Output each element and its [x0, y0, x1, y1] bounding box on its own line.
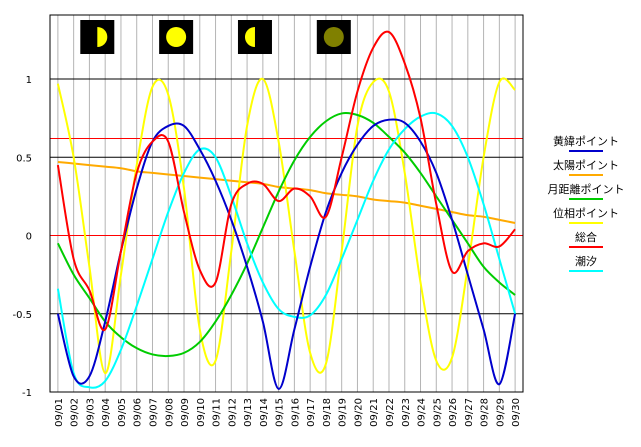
series-line: [56, 111, 517, 389]
x-tick-label: 09/28: [480, 398, 491, 427]
legend-label: 総合: [575, 230, 597, 244]
series-line: [56, 118, 517, 390]
x-tick-label: 09/27: [464, 398, 475, 427]
x-tick-label: 09/14: [259, 398, 270, 427]
x-tick-label: 09/29: [495, 398, 506, 427]
x-tick-label: 09/16: [290, 398, 301, 427]
x-tick-label: 09/03: [85, 398, 96, 427]
y-tick-label: -0.5: [12, 310, 32, 321]
half-moon-icon: [97, 27, 108, 47]
y-tick-label: 1: [26, 75, 32, 86]
x-tick-label: 09/20: [353, 398, 364, 427]
x-tick-label: 09/24: [417, 398, 428, 427]
x-tick-label: 09/11: [212, 398, 223, 427]
x-tick-label: 09/07: [148, 398, 159, 427]
legend-label: 太陽ポイント: [553, 159, 619, 172]
moon-phase-box: [237, 20, 272, 54]
x-tick-label: 09/21: [369, 398, 380, 427]
x-tick-label: 09/26: [448, 398, 459, 427]
y-tick-label: -1: [22, 388, 32, 399]
x-tick-label: 09/18: [322, 398, 333, 427]
full-moon-icon: [166, 27, 187, 47]
x-tick-label: 09/13: [243, 398, 254, 427]
new-moon-icon: [323, 27, 344, 47]
x-tick-label: 09/09: [180, 398, 191, 427]
x-tick-label: 09/23: [401, 398, 412, 427]
plot-frame: [49, 14, 524, 393]
x-tick-label: 09/22: [385, 398, 396, 427]
x-tick-label: 09/04: [101, 398, 112, 427]
x-tick-label: 09/05: [117, 398, 128, 427]
legend-label: 黄緯ポイント: [553, 134, 619, 148]
legend-label: 位相ポイント: [553, 206, 619, 220]
x-tick-label: 09/30: [511, 398, 522, 427]
legend-label: 潮汐: [575, 254, 597, 268]
x-tick-label: 09/12: [227, 398, 238, 427]
x-tick-label: 09/19: [338, 398, 349, 427]
x-tick-label: 09/17: [306, 398, 317, 427]
series-line: [56, 30, 516, 332]
x-tick-label: 09/06: [133, 398, 144, 427]
x-tick-label: 09/01: [54, 398, 65, 427]
x-tick-label: 09/15: [275, 398, 286, 427]
series-line: [56, 112, 516, 358]
x-tick-label: 09/10: [196, 398, 207, 427]
half-moon-icon: [244, 27, 255, 47]
x-tick-label: 09/08: [164, 398, 175, 427]
x-tick-label: 09/25: [432, 398, 443, 427]
y-tick-label: 0.5: [16, 153, 32, 164]
y-tick-label: 0: [26, 232, 32, 243]
legend-label: 月距離ポイント: [548, 182, 625, 196]
x-tick-label: 09/02: [70, 398, 81, 427]
